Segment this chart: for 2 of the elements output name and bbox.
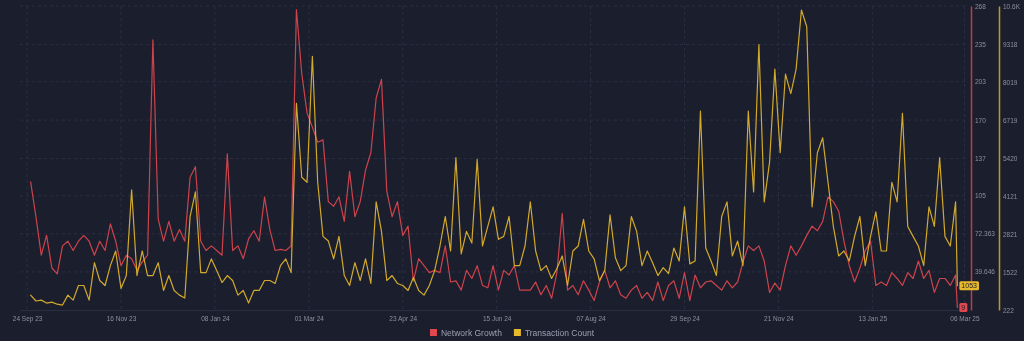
legend-label: Transaction Count bbox=[524, 327, 595, 338]
legend-label: Network Growth bbox=[440, 327, 503, 338]
